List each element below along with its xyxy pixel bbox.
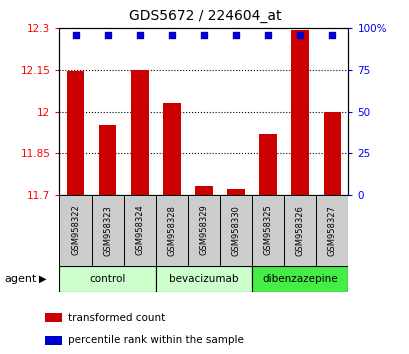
Bar [252, 266, 348, 292]
Text: GSM958322: GSM958322 [71, 205, 80, 256]
Bar [227, 189, 244, 195]
Bar [99, 125, 116, 195]
Text: GDS5672 / 224604_at: GDS5672 / 224604_at [128, 9, 281, 23]
Text: transformed count: transformed count [68, 313, 165, 323]
Text: dibenzazepine: dibenzazepine [262, 274, 337, 284]
Point [72, 32, 79, 38]
Text: agent: agent [4, 274, 36, 284]
Point [136, 32, 143, 38]
Bar [45, 336, 62, 344]
Point [232, 32, 239, 38]
Text: GSM958327: GSM958327 [327, 205, 336, 256]
Text: percentile rank within the sample: percentile rank within the sample [68, 335, 244, 345]
Bar [155, 195, 187, 266]
Point [168, 32, 175, 38]
Bar [155, 266, 252, 292]
Text: GSM958323: GSM958323 [103, 205, 112, 256]
Text: GSM958326: GSM958326 [295, 205, 304, 256]
Bar [59, 266, 155, 292]
Text: GSM958325: GSM958325 [263, 205, 272, 256]
Point [264, 32, 271, 38]
Bar [220, 195, 252, 266]
Bar [67, 71, 84, 195]
Bar [323, 112, 340, 195]
Text: GSM958324: GSM958324 [135, 205, 144, 256]
Point [104, 32, 110, 38]
Bar [187, 195, 220, 266]
Point [200, 32, 207, 38]
Point [328, 32, 335, 38]
Text: ▶: ▶ [39, 274, 46, 284]
Bar [316, 195, 348, 266]
Bar [124, 195, 155, 266]
Bar [283, 195, 316, 266]
Text: GSM958328: GSM958328 [167, 205, 176, 256]
Bar [45, 313, 62, 322]
Bar [91, 195, 124, 266]
Bar [195, 186, 212, 195]
Bar [259, 134, 276, 195]
Text: control: control [89, 274, 126, 284]
Bar [291, 30, 308, 195]
Text: GSM958330: GSM958330 [231, 205, 240, 256]
Bar [163, 103, 180, 195]
Text: GSM958329: GSM958329 [199, 205, 208, 256]
Text: bevacizumab: bevacizumab [169, 274, 238, 284]
Bar [130, 70, 148, 195]
Bar [252, 195, 283, 266]
Point [296, 32, 303, 38]
Bar [59, 195, 91, 266]
